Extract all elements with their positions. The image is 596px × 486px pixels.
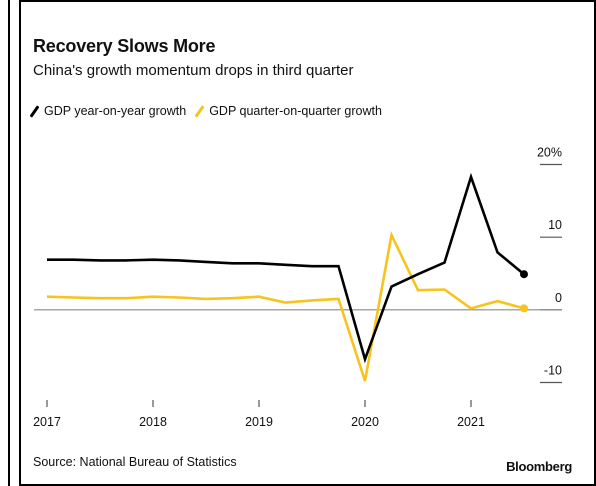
left-panel-edge	[0, 0, 10, 486]
series-endpoint-yoy	[520, 270, 528, 279]
legend-item-yoy: GDP year-on-year growth	[29, 104, 187, 118]
series-line-yoy	[47, 172, 525, 364]
x-tick-label: 2020	[351, 415, 379, 429]
series-line-qoq	[46, 230, 525, 382]
chart-frame	[19, 0, 596, 486]
y-tick-label: 0	[555, 291, 562, 305]
legend-label-qoq: GDP quarter-on-quarter growth	[209, 104, 382, 118]
source-note: Source: National Bureau of Statistics	[33, 455, 237, 469]
y-tick-label: 10	[548, 218, 562, 232]
y-tick-label: -10	[544, 363, 562, 377]
legend-item-qoq: GDP quarter-on-quarter growth	[194, 104, 382, 118]
series-layer	[46, 172, 528, 382]
chart-legend: GDP year-on-year growth GDP quarter-on-q…	[29, 104, 394, 118]
y-tick-label: 20%	[537, 146, 562, 160]
chart-subtitle: China's growth momentum drops in third q…	[33, 62, 354, 79]
legend-label-yoy: GDP year-on-year growth	[44, 104, 187, 118]
x-tick-label: 2019	[245, 415, 273, 429]
y-axis: 20% 10 0 -10	[537, 146, 562, 384]
series-endpoint-qoq	[520, 304, 528, 313]
x-tick-label: 2017	[33, 415, 61, 429]
brand-logo: Bloomberg	[506, 459, 572, 474]
x-tick-label: 2021	[457, 415, 485, 429]
x-axis: 2017 2018 2019 2020 2021	[33, 400, 485, 429]
x-tick-label: 2018	[139, 415, 167, 429]
chart-title: Recovery Slows More	[33, 36, 216, 56]
